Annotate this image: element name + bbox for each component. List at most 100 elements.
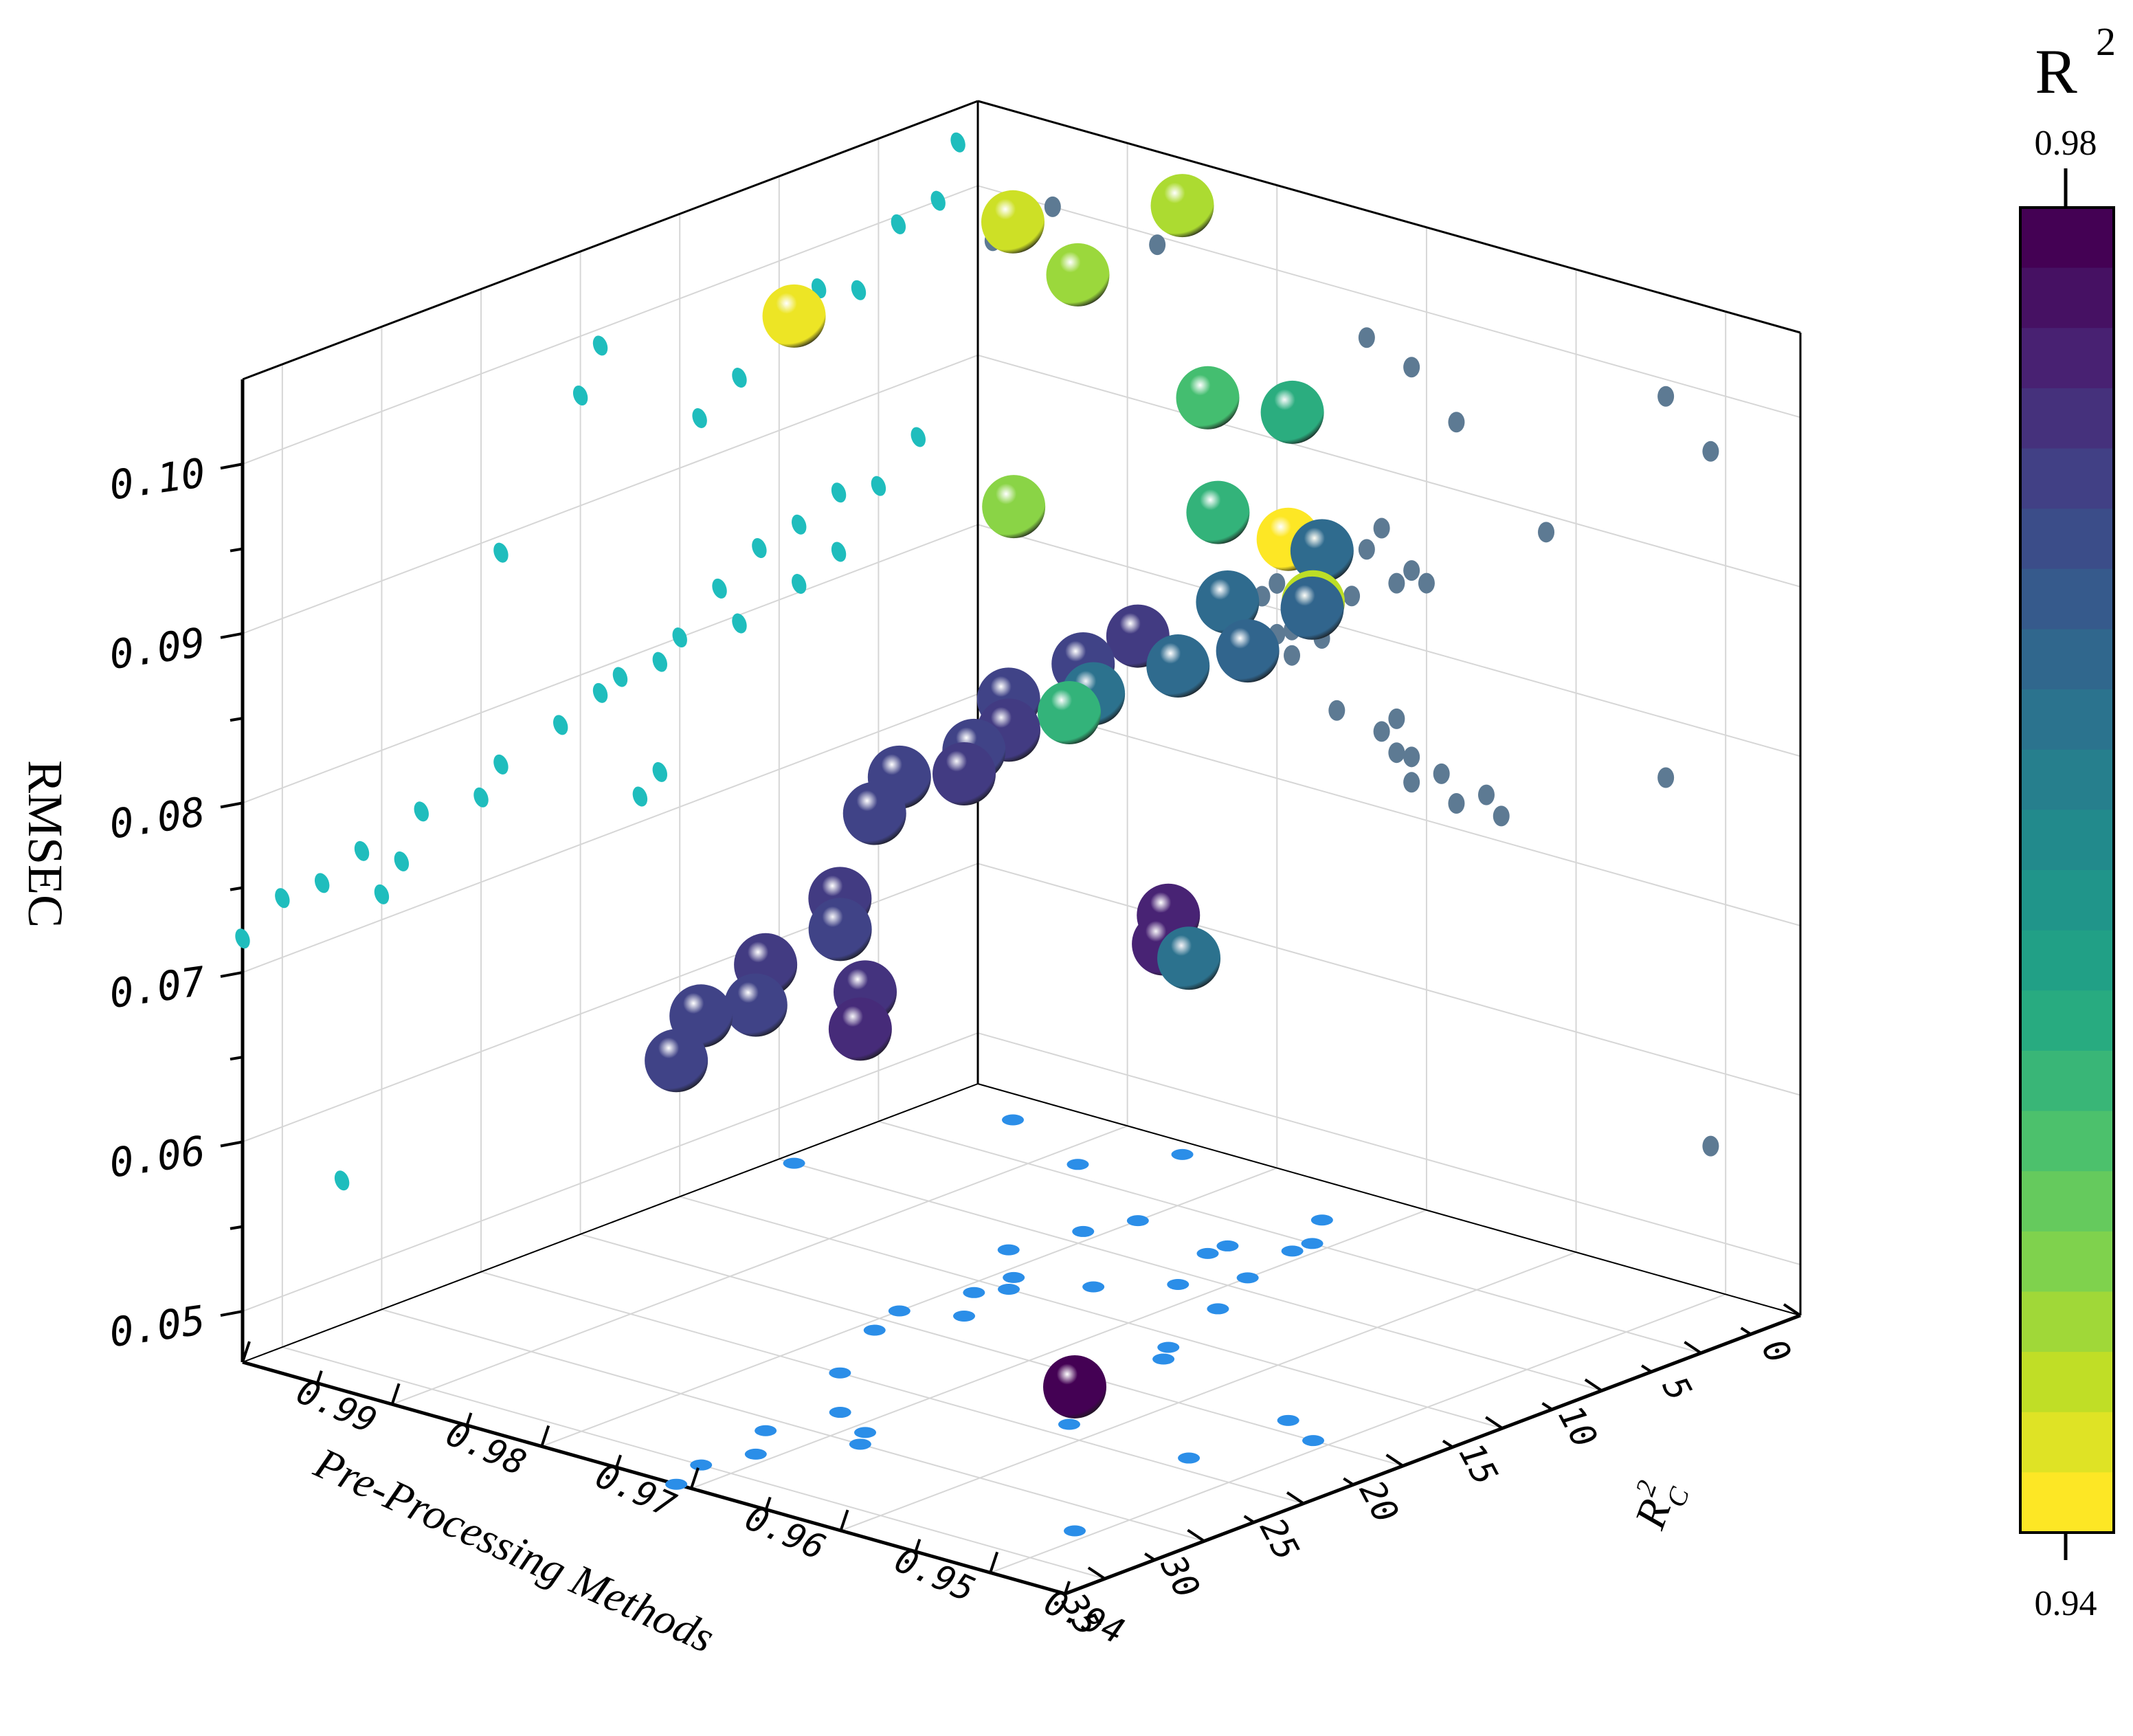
- projection-point-floor: [953, 1310, 976, 1322]
- z-axis-title: RMSEC: [18, 760, 73, 928]
- projection-point-yz: [1044, 196, 1061, 217]
- projection-point-floor: [1171, 1148, 1194, 1160]
- y-tick-mark: [315, 1370, 323, 1384]
- z-tick-mark: [230, 1056, 243, 1061]
- projection-point-floor: [1167, 1278, 1190, 1290]
- grid-line-floor: [840, 1251, 1576, 1532]
- colorbar-band: [2020, 1050, 2114, 1112]
- colorbar-band: [2020, 208, 2114, 269]
- projection-point-xz: [692, 408, 707, 428]
- projection-point-floor: [755, 1425, 777, 1436]
- projection-point-xz: [493, 542, 509, 563]
- projection-point-xz: [891, 214, 906, 234]
- grid-line-floor: [580, 1233, 1403, 1467]
- projection-point-floor: [1277, 1414, 1299, 1426]
- y-tick-mark: [241, 1341, 251, 1363]
- z-tick-label: 0.08: [107, 788, 208, 848]
- projection-point-yz: [1269, 572, 1286, 594]
- projection-point-floor: [1302, 1435, 1325, 1447]
- y-tick-mark: [615, 1454, 622, 1468]
- z-tick-mark: [230, 1225, 243, 1230]
- projection-point-yz: [1388, 708, 1405, 729]
- data-sphere: [1157, 926, 1221, 990]
- projection-point-yz: [1418, 572, 1435, 594]
- projection-point-yz: [1657, 386, 1675, 407]
- x-tick-mark: [1343, 1477, 1354, 1486]
- x-tick-mark: [1641, 1364, 1653, 1373]
- projection-point-yz: [1403, 746, 1420, 768]
- projection-point-xz: [831, 482, 847, 503]
- data-sphere: [982, 475, 1046, 539]
- x-tick-mark: [1783, 1303, 1802, 1317]
- projection-point-xz: [314, 873, 330, 893]
- y-tick-mark: [764, 1496, 772, 1511]
- projection-point-yz: [1657, 767, 1675, 788]
- colorbar-band: [2020, 1352, 2114, 1413]
- projection-point-floor: [1196, 1247, 1219, 1259]
- projection-point-floor: [1058, 1418, 1080, 1430]
- z-tick-mark: [220, 632, 243, 639]
- projection-point-xz: [552, 715, 568, 735]
- projection-point-floor: [1066, 1159, 1089, 1170]
- grid-line-xz: [242, 185, 979, 465]
- projection-point-yz: [1373, 721, 1390, 742]
- data-sphere: [1043, 1355, 1107, 1418]
- colorbar: R 2 0.98 0.94: [2019, 19, 2116, 1623]
- projection-point-xz: [871, 476, 886, 496]
- grid-line-yz: [977, 693, 1801, 926]
- projection-point-floor: [1236, 1272, 1259, 1284]
- projection-point-xz: [354, 841, 370, 861]
- projection-point-floor: [1310, 1214, 1333, 1226]
- projection-point-floor: [1152, 1353, 1175, 1365]
- x-tick-label: 5: [1655, 1370, 1699, 1407]
- projection-point-xz: [473, 787, 489, 808]
- frame-floor-back-y: [977, 1083, 1801, 1316]
- data-sphere: [1037, 681, 1101, 745]
- y-axis-title: R 2 C: [1624, 1476, 1695, 1535]
- projection-point-floor: [1072, 1225, 1095, 1237]
- colorbar-band: [2020, 509, 2114, 570]
- grid-line-xz: [242, 524, 979, 804]
- x-axis-line: [242, 1360, 1066, 1596]
- projection-point-floor: [665, 1478, 688, 1490]
- y-tick-mark: [690, 1467, 700, 1489]
- colorbar-band: [2020, 388, 2114, 449]
- frame-floor-back-x: [242, 1083, 979, 1363]
- projection-point-yz: [1493, 805, 1510, 827]
- projection-point-yz: [1448, 793, 1465, 814]
- colorbar-min-label: 0.94: [2035, 1584, 2097, 1623]
- colorbar-band: [2020, 1291, 2114, 1353]
- projection-point-floor: [783, 1157, 805, 1169]
- colorbar-band: [2020, 689, 2114, 750]
- z-tick-mark: [220, 970, 243, 978]
- data-sphere: [1150, 174, 1214, 238]
- projection-point-floor: [963, 1287, 985, 1298]
- data-sphere: [1216, 619, 1280, 683]
- z-tick-mark: [230, 717, 243, 722]
- projection-point-floor: [744, 1448, 767, 1460]
- projection-point-floor: [849, 1438, 871, 1450]
- projection-point-yz: [1284, 645, 1301, 666]
- colorbar-bands: [2020, 208, 2114, 1533]
- y-tick-label: 0.97: [590, 1456, 682, 1526]
- z-tick-label: 0.10: [107, 449, 208, 509]
- y-tick-mark: [465, 1412, 473, 1426]
- z-tick-mark: [220, 1310, 243, 1317]
- projection-point-yz: [1343, 586, 1361, 607]
- projection-point-xz: [652, 761, 668, 782]
- y-tick-mark: [1064, 1581, 1071, 1594]
- frame-top-left: [242, 100, 979, 381]
- z-tick-mark: [220, 801, 243, 809]
- projection-point-xz: [792, 514, 807, 535]
- x-tick-mark: [1442, 1439, 1454, 1449]
- colorbar-band: [2020, 810, 2114, 871]
- projection-point-floor: [997, 1244, 1020, 1256]
- colorbar-band: [2020, 870, 2114, 931]
- projection-point-floor: [829, 1407, 851, 1418]
- projection-point-floor: [1207, 1303, 1229, 1315]
- projection-point-yz: [1358, 539, 1375, 560]
- projection-point-yz: [1403, 772, 1420, 793]
- x-tick-mark: [1144, 1553, 1156, 1561]
- projection-point-yz: [1388, 742, 1405, 764]
